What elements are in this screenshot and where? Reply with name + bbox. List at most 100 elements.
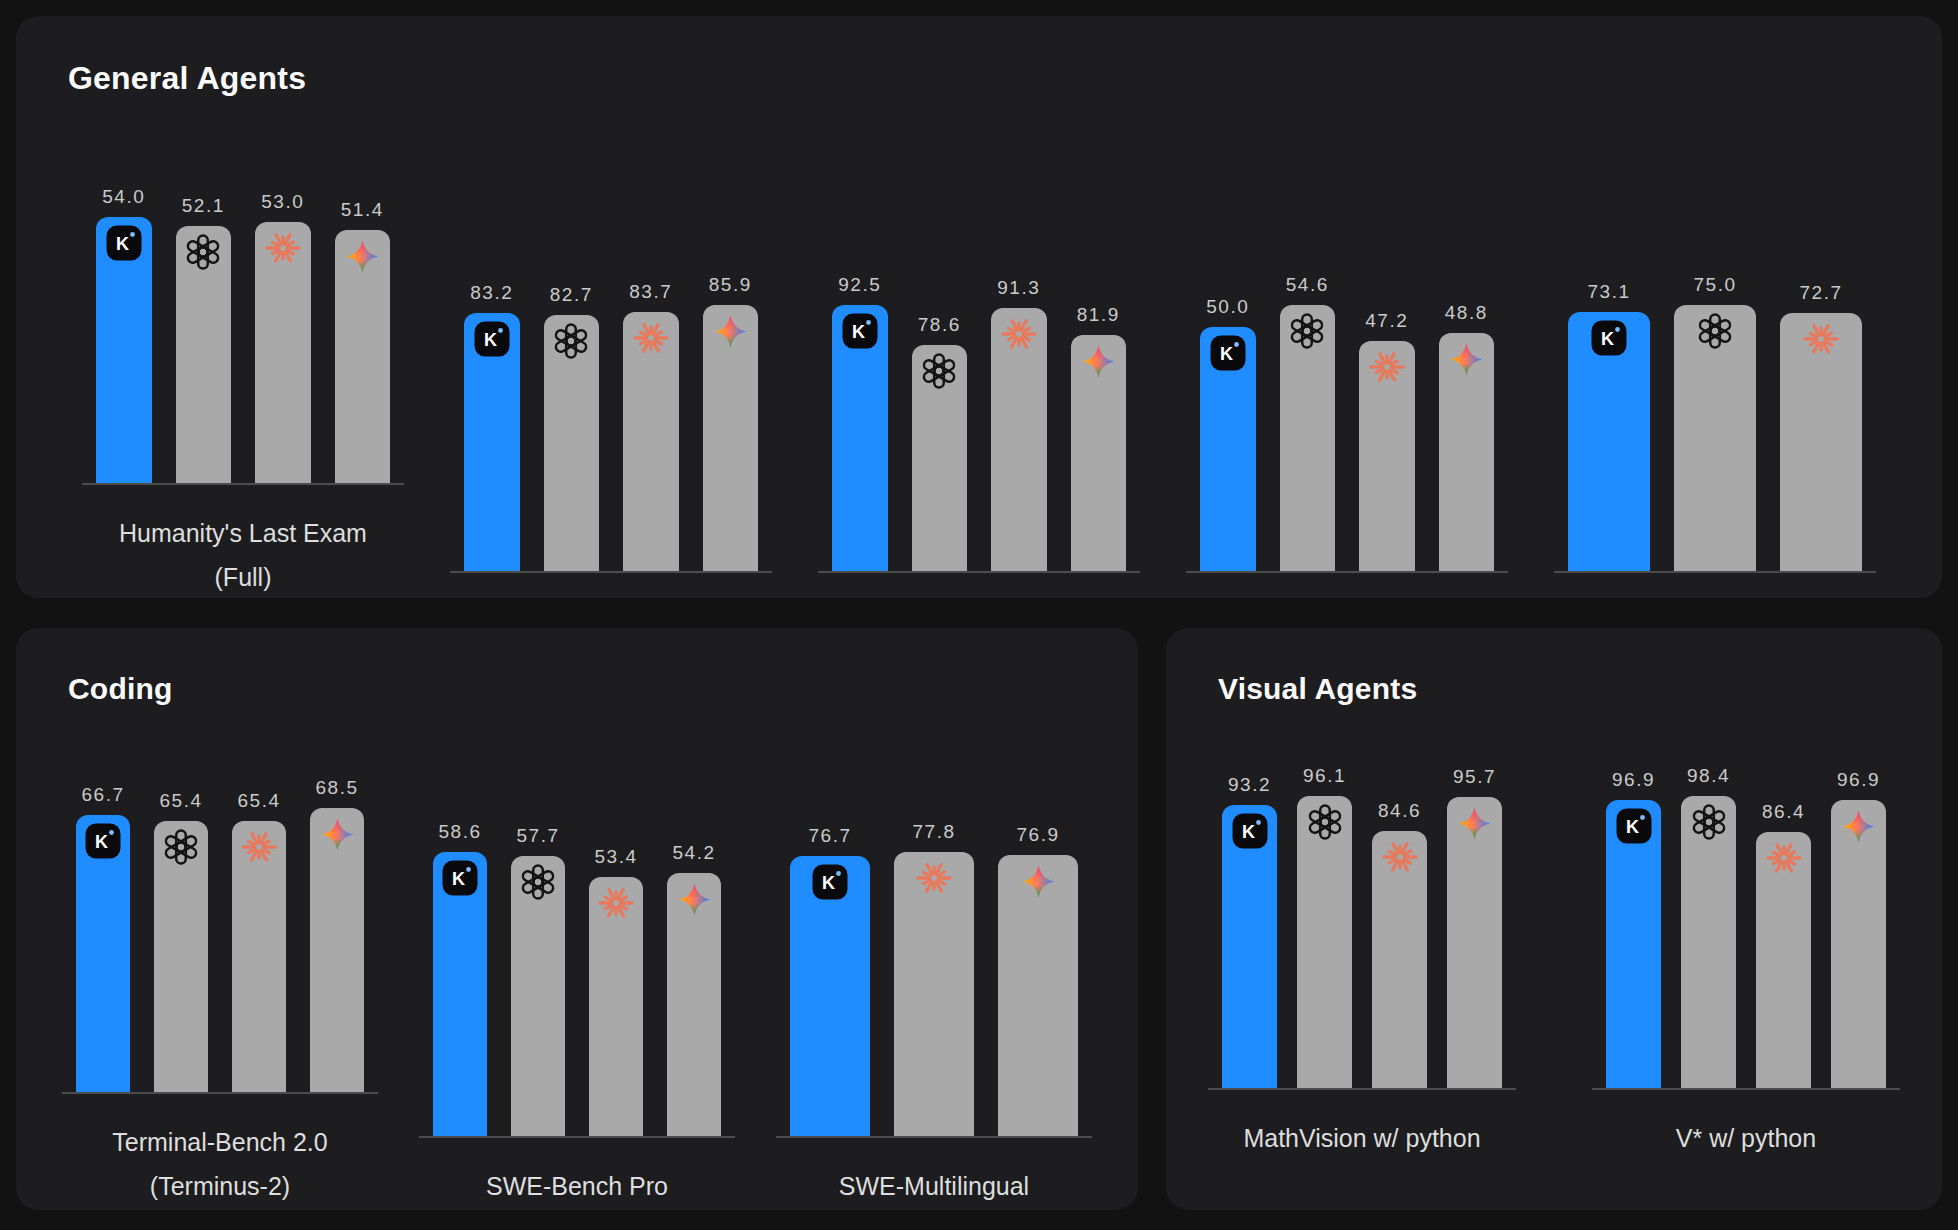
openai-logo-icon [1691,804,1727,840]
panel-coding: Coding 66.7K65.465.468.5Terminal-Bench 2… [16,628,1138,1210]
openai-logo-icon [553,323,589,359]
bar-value-label: 52.1 [182,195,225,217]
benchmark-group: 58.6K57.753.454.2SWE-Bench Pro [433,821,721,1208]
bar-column-gemini: 68.5 [310,777,364,1092]
svg-text:K: K [484,330,497,350]
openai-logo-icon [921,353,957,389]
benchmark-label-line: MathVision w/ python [1222,1116,1502,1160]
bar-kimi: K [1222,805,1277,1088]
kimi-k-logo-icon: K [1232,813,1268,849]
claude-starburst-icon [598,885,634,921]
benchmark-label: SWE-Multilingual [790,1164,1078,1208]
bar-row: 58.6K57.753.454.2 [433,821,721,1136]
bar-claude [1780,313,1862,571]
bar-value-label: 53.0 [261,191,304,213]
axis-baseline [776,1136,1092,1138]
kimi-k-logo-icon: K [842,313,878,349]
kimi-k-logo-icon: K [106,225,142,261]
bar-column-kimi: 83.2 K [464,282,520,571]
svg-text:K: K [116,234,129,254]
bar-value-label: 57.7 [517,825,560,847]
bar-gemini [998,855,1078,1136]
bar-value-label: 65.4 [160,790,203,812]
gemini-star-icon [319,816,356,853]
bar-column-claude: 65.4 [232,790,286,1092]
bar-row: 83.2 K 82.7 83.7 85.9 [464,273,758,571]
axis-baseline [62,1092,378,1094]
bar-gemini [1447,797,1502,1088]
svg-text:K: K [1626,817,1639,837]
benchmark-group: 83.2K82.783.785.9BrowseComp [464,273,758,598]
bar-gemini [703,305,759,571]
benchmark-group: 96.9 K 98.4 86.4 96.9 V* w/ python [1606,765,1886,1160]
bar-kimi: K [790,856,870,1136]
gemini-star-icon [712,313,749,350]
svg-text:K: K [1220,344,1233,364]
gemini-star-icon [1020,863,1057,900]
axis-baseline [82,483,404,485]
benchmark-group: 93.2K96.184.695.7 MathVision w/ python [1222,765,1502,1160]
benchmark-group: 54.0K52.153.051.4Humanity's Last Exam (F… [96,185,390,598]
bar-value-label: 54.0 [102,186,145,208]
benchmark-label-line: V* w/ python [1606,1116,1886,1160]
bar-openai [176,226,232,483]
bar-value-label: 65.4 [238,790,281,812]
gemini-star-icon [1456,805,1493,842]
bar-value-label: 83.2 [470,282,513,304]
bar-row: 54.0K52.153.051.4 [96,185,390,483]
bar-column-kimi: 54.0 K [96,186,152,483]
kimi-k-logo-icon: K [1210,335,1246,371]
panel-title-coding: Coding [68,670,1138,708]
axis-baseline [1186,571,1508,573]
bar-value-label: 86.4 [1762,801,1805,823]
svg-text:K: K [452,869,465,889]
chart-visual-agents: 93.2K96.184.695.7 MathVision w/ python 96.… [1166,765,1942,1160]
bar-claude [1359,341,1415,571]
svg-text:K: K [822,873,835,893]
claude-starburst-icon [633,320,669,356]
bar-value-label: 53.4 [595,846,638,868]
benchmark-group: 73.1K75.072.7OSWorld-Verified [1568,273,1862,598]
benchmark-label-line: SWE-Bench Pro [433,1164,721,1208]
bar-row: 73.1K75.072.7 [1568,273,1862,571]
bar-column-gemini: 85.9 [703,274,759,571]
bar-row: 93.2K96.184.695.7 [1222,765,1502,1088]
benchmark-label: MathVision w/ python [1222,1116,1502,1160]
bottom-row: Coding 66.7K65.465.468.5Terminal-Bench 2… [16,628,1942,1210]
claude-starburst-icon [916,860,952,896]
gemini-star-icon [676,881,713,918]
bar-column-kimi: 73.1K [1568,281,1650,571]
bar-column-kimi: 96.9 K [1606,769,1661,1088]
benchmark-label-line: Terminal-Bench 2.0 [76,1120,364,1164]
axis-baseline [1554,571,1876,573]
bar-value-label: 75.0 [1694,274,1737,296]
bar-kimi: K [1200,327,1256,571]
bar-value-label: 98.4 [1687,765,1730,787]
bar-column-openai: 75.0 [1674,274,1756,571]
bar-openai [511,856,565,1136]
chart-coding: 66.7K65.465.468.5Terminal-Bench 2.0(Term… [16,777,1138,1208]
chart-general-agents: 54.0K52.153.051.4Humanity's Last Exam (F… [16,185,1942,598]
benchmark-label: Terminal-Bench 2.0(Terminus-2) [76,1120,364,1208]
kimi-k-logo-icon: K [1616,808,1652,844]
bar-value-label: 96.9 [1612,769,1655,791]
bar-column-openai: 98.4 [1681,765,1736,1088]
bar-value-label: 83.7 [629,281,672,303]
claude-starburst-icon [265,230,301,266]
bar-column-claude: 86.4 [1756,801,1811,1088]
bar-value-label: 82.7 [550,284,593,306]
benchmark-label-line: Humanity's Last Exam (Full) [96,511,390,598]
benchmark-label: SWE-Bench Pro [433,1164,721,1208]
bar-column-gemini: 76.9 [998,824,1078,1136]
panel-title-general-agents: General Agents [68,58,1942,98]
bar-openai [154,821,208,1092]
axis-baseline [1592,1088,1900,1090]
bar-claude [589,877,643,1136]
gemini-star-icon [344,238,381,275]
bar-value-label: 48.8 [1445,302,1488,324]
bar-row: 66.7K65.465.468.5 [76,777,364,1092]
gemini-star-icon [1080,343,1117,380]
bar-claude [991,308,1047,571]
openai-logo-icon [1289,313,1325,349]
bar-column-kimi: 58.6K [433,821,487,1136]
